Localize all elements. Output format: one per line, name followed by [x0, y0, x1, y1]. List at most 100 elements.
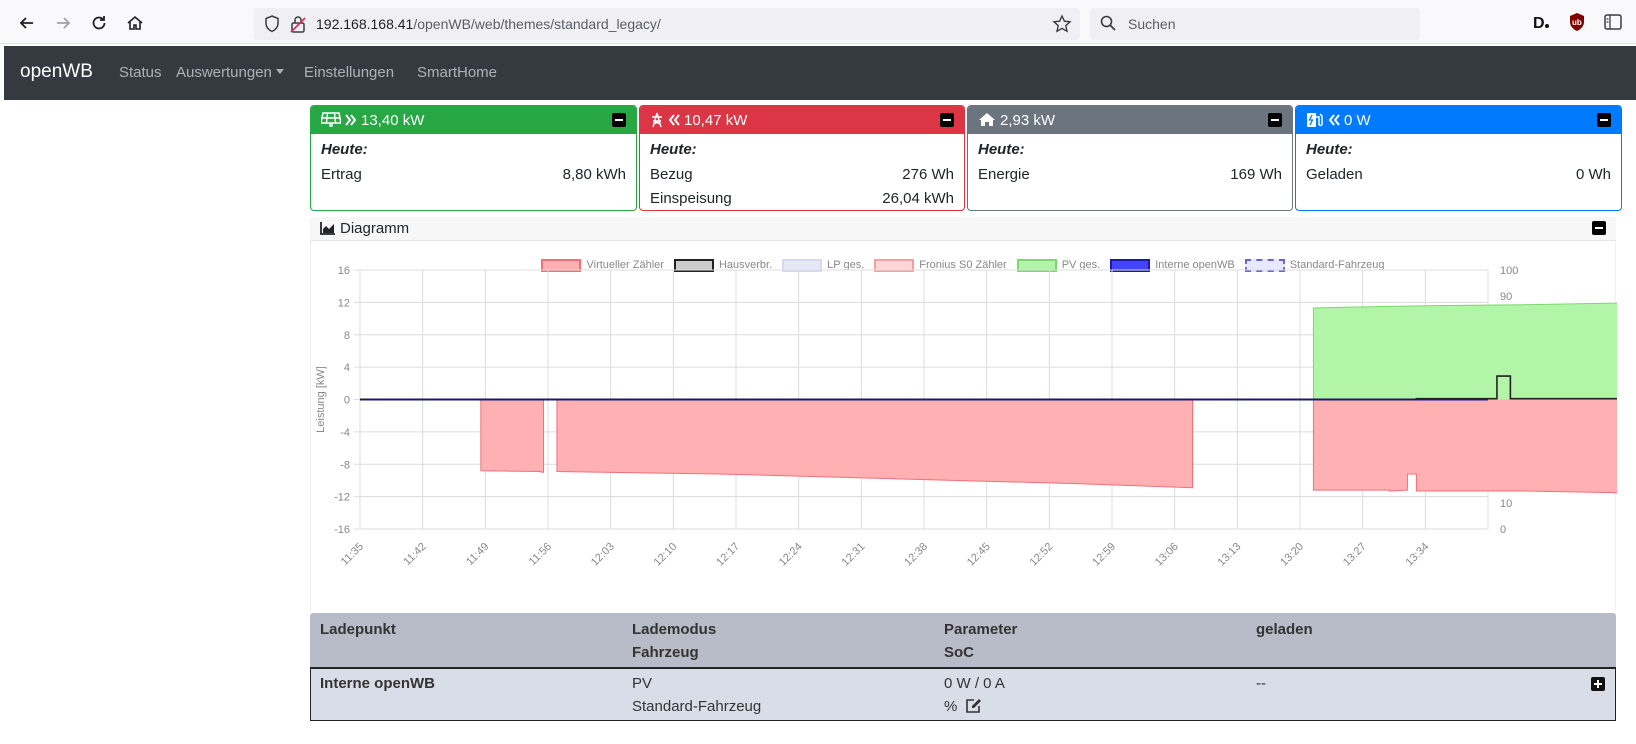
- y-tick-label: -12: [334, 492, 350, 504]
- legend-item[interactable]: Fronius S0 Zähler: [874, 255, 1007, 275]
- x-tick-label: 12:45: [965, 541, 993, 569]
- ublock-origin-icon[interactable]: ub: [1566, 11, 1588, 33]
- x-tick-label: 12:52: [1028, 541, 1056, 569]
- url-text[interactable]: 192.168.168.41/openWB/web/themes/standar…: [316, 16, 661, 32]
- x-tick-label: 12:38: [902, 541, 930, 569]
- grid-einspeisung-label: Einspeisung: [650, 190, 732, 207]
- charging-station-icon: [1307, 113, 1323, 127]
- legend-label: LP ges.: [827, 259, 865, 271]
- y-tick-label: 0: [344, 395, 350, 407]
- pv-card-collapse-button[interactable]: [612, 113, 626, 127]
- shield-icon[interactable]: [264, 15, 280, 33]
- back-button[interactable]: [12, 8, 42, 38]
- house-card-body: Heute: Energie 169 Wh: [968, 134, 1292, 194]
- grid-today-label: Heute:: [650, 141, 697, 158]
- angle-double-left-icon: [668, 114, 680, 126]
- y-tick-label: 8: [344, 330, 350, 342]
- main-navbar: openWB Status Auswertungen Einstellungen…: [4, 46, 1636, 100]
- search-icon: [1100, 15, 1116, 31]
- house-card-collapse-button[interactable]: [1268, 113, 1282, 127]
- header-ladepunkt: Ladepunkt: [320, 621, 396, 638]
- diagram-collapse-button[interactable]: [1592, 221, 1606, 235]
- charge-power-value: 0 W: [1344, 112, 1371, 129]
- nav-auswertungen[interactable]: Auswertungen: [176, 64, 284, 81]
- nav-einstellungen[interactable]: Einstellungen: [304, 64, 395, 81]
- bookmark-star-icon[interactable]: [1052, 14, 1072, 34]
- grid-card-collapse-button[interactable]: [940, 113, 954, 127]
- grid-card-body: Heute: Bezug 276 Wh Einspeisung 26,04 kWh: [640, 134, 964, 210]
- expand-row-button[interactable]: [1591, 677, 1605, 691]
- header-geladen: geladen: [1256, 621, 1313, 638]
- x-tick-label: 11:42: [401, 541, 428, 568]
- x-tick-label: 13:06: [1153, 541, 1181, 569]
- x-tick-label: 11:49: [464, 541, 491, 568]
- reload-icon: [92, 16, 106, 30]
- y2-tick-label: 90: [1500, 291, 1512, 303]
- house-card-header: 2,93 kW: [968, 106, 1292, 134]
- search-bar[interactable]: Suchen: [1090, 8, 1420, 40]
- brand-logo[interactable]: openWB: [20, 61, 93, 82]
- x-tick-label: 13:20: [1278, 541, 1306, 569]
- charge-card-collapse-button[interactable]: [1597, 113, 1611, 127]
- x-tick-label: 12:10: [652, 541, 680, 569]
- pv-series-line: [360, 302, 1617, 400]
- charge-geladen-label: Geladen: [1306, 166, 1363, 183]
- nav-smarthome[interactable]: SmartHome: [417, 64, 498, 81]
- power-grid-icon: [652, 112, 662, 128]
- legend-label: PV ges.: [1061, 259, 1101, 271]
- home-icon: [127, 15, 143, 30]
- search-placeholder: Suchen: [1128, 16, 1176, 32]
- table-row[interactable]: Interne openWB PV Standard-Fahrzeug 0 W …: [310, 667, 1616, 721]
- legend-label: Fronius S0 Zähler: [919, 259, 1007, 271]
- header-fahrzeug: Fahrzeug: [632, 644, 699, 661]
- svg-text:D: D: [1533, 15, 1545, 31]
- y2-tick-label: 10: [1500, 498, 1512, 510]
- grid-einspeisung-value: 26,04 kWh: [882, 190, 954, 207]
- pv-series-area: [360, 302, 1617, 400]
- home-button[interactable]: [120, 8, 150, 38]
- forward-arrow-icon: [57, 17, 71, 29]
- sidebar-toggle-icon[interactable]: [1602, 11, 1624, 33]
- edit-icon[interactable]: [965, 698, 982, 713]
- header-soc: SoC: [944, 644, 974, 661]
- url-host: 192.168.168.41: [316, 16, 414, 32]
- diagram-title: Diagramm: [340, 220, 410, 237]
- house-energie-label: Energie: [978, 166, 1030, 183]
- extension-d-icon[interactable]: D: [1530, 11, 1552, 33]
- y-tick-label: -8: [340, 459, 350, 471]
- chart-legend: Virtueller Zähler Hausverbr. LP ges. Froniu…: [311, 255, 1615, 275]
- legend-item[interactable]: PV ges.: [1016, 255, 1101, 275]
- insecure-lock-icon[interactable]: [290, 15, 306, 33]
- row-lademodus[interactable]: PV: [632, 675, 653, 692]
- ladepunkt-table: Ladepunkt Lademodus Fahrzeug Parameter S…: [310, 613, 1616, 721]
- area-chart-icon: [320, 222, 335, 235]
- row-geladen: --: [1256, 675, 1266, 692]
- y-tick-label: -4: [340, 427, 350, 439]
- legend-label: Hausverbr.: [718, 259, 773, 271]
- charge-geladen-value: 0 Wh: [1575, 166, 1611, 183]
- power-chart: Virtueller Zähler Hausverbr. LP ges. Froniu…: [310, 241, 1617, 611]
- y2-tick-label: 100: [1500, 265, 1518, 277]
- row-soc: %: [944, 698, 982, 715]
- charge-today-label: Heute:: [1306, 141, 1353, 158]
- x-tick-label: 13:27: [1341, 541, 1369, 569]
- house-power-value: 2,93 kW: [1000, 112, 1056, 129]
- dropdown-caret-icon: [275, 69, 284, 74]
- house-consumption-series-line: [360, 375, 1617, 401]
- y2-tick-label: 0: [1500, 524, 1506, 536]
- angle-double-right-icon: [345, 113, 357, 126]
- house-card: 2,93 kW Heute: Energie 169 Wh: [967, 105, 1293, 211]
- grid-card: 10,47 kW Heute: Bezug 276 Wh Einspeisung 2…: [639, 105, 965, 211]
- reload-button[interactable]: [84, 8, 114, 38]
- row-fahrzeug: Standard-Fahrzeug: [632, 698, 762, 715]
- url-bar[interactable]: 192.168.168.41/openWB/web/themes/standar…: [254, 8, 1080, 40]
- legend-item[interactable]: Virtueller Zähler: [541, 255, 664, 275]
- x-tick-label: 12:59: [1090, 541, 1118, 569]
- row-parameter: 0 W / 0 A: [944, 675, 1005, 692]
- nav-status[interactable]: Status: [119, 64, 162, 81]
- svg-text:ub: ub: [1572, 18, 1582, 27]
- legend-item[interactable]: Hausverbr.: [673, 255, 773, 275]
- pv-power-value: 13,40 kW: [361, 112, 425, 129]
- charge-card-body: Heute: Geladen 0 Wh: [1296, 134, 1621, 194]
- forward-button[interactable]: [48, 8, 78, 38]
